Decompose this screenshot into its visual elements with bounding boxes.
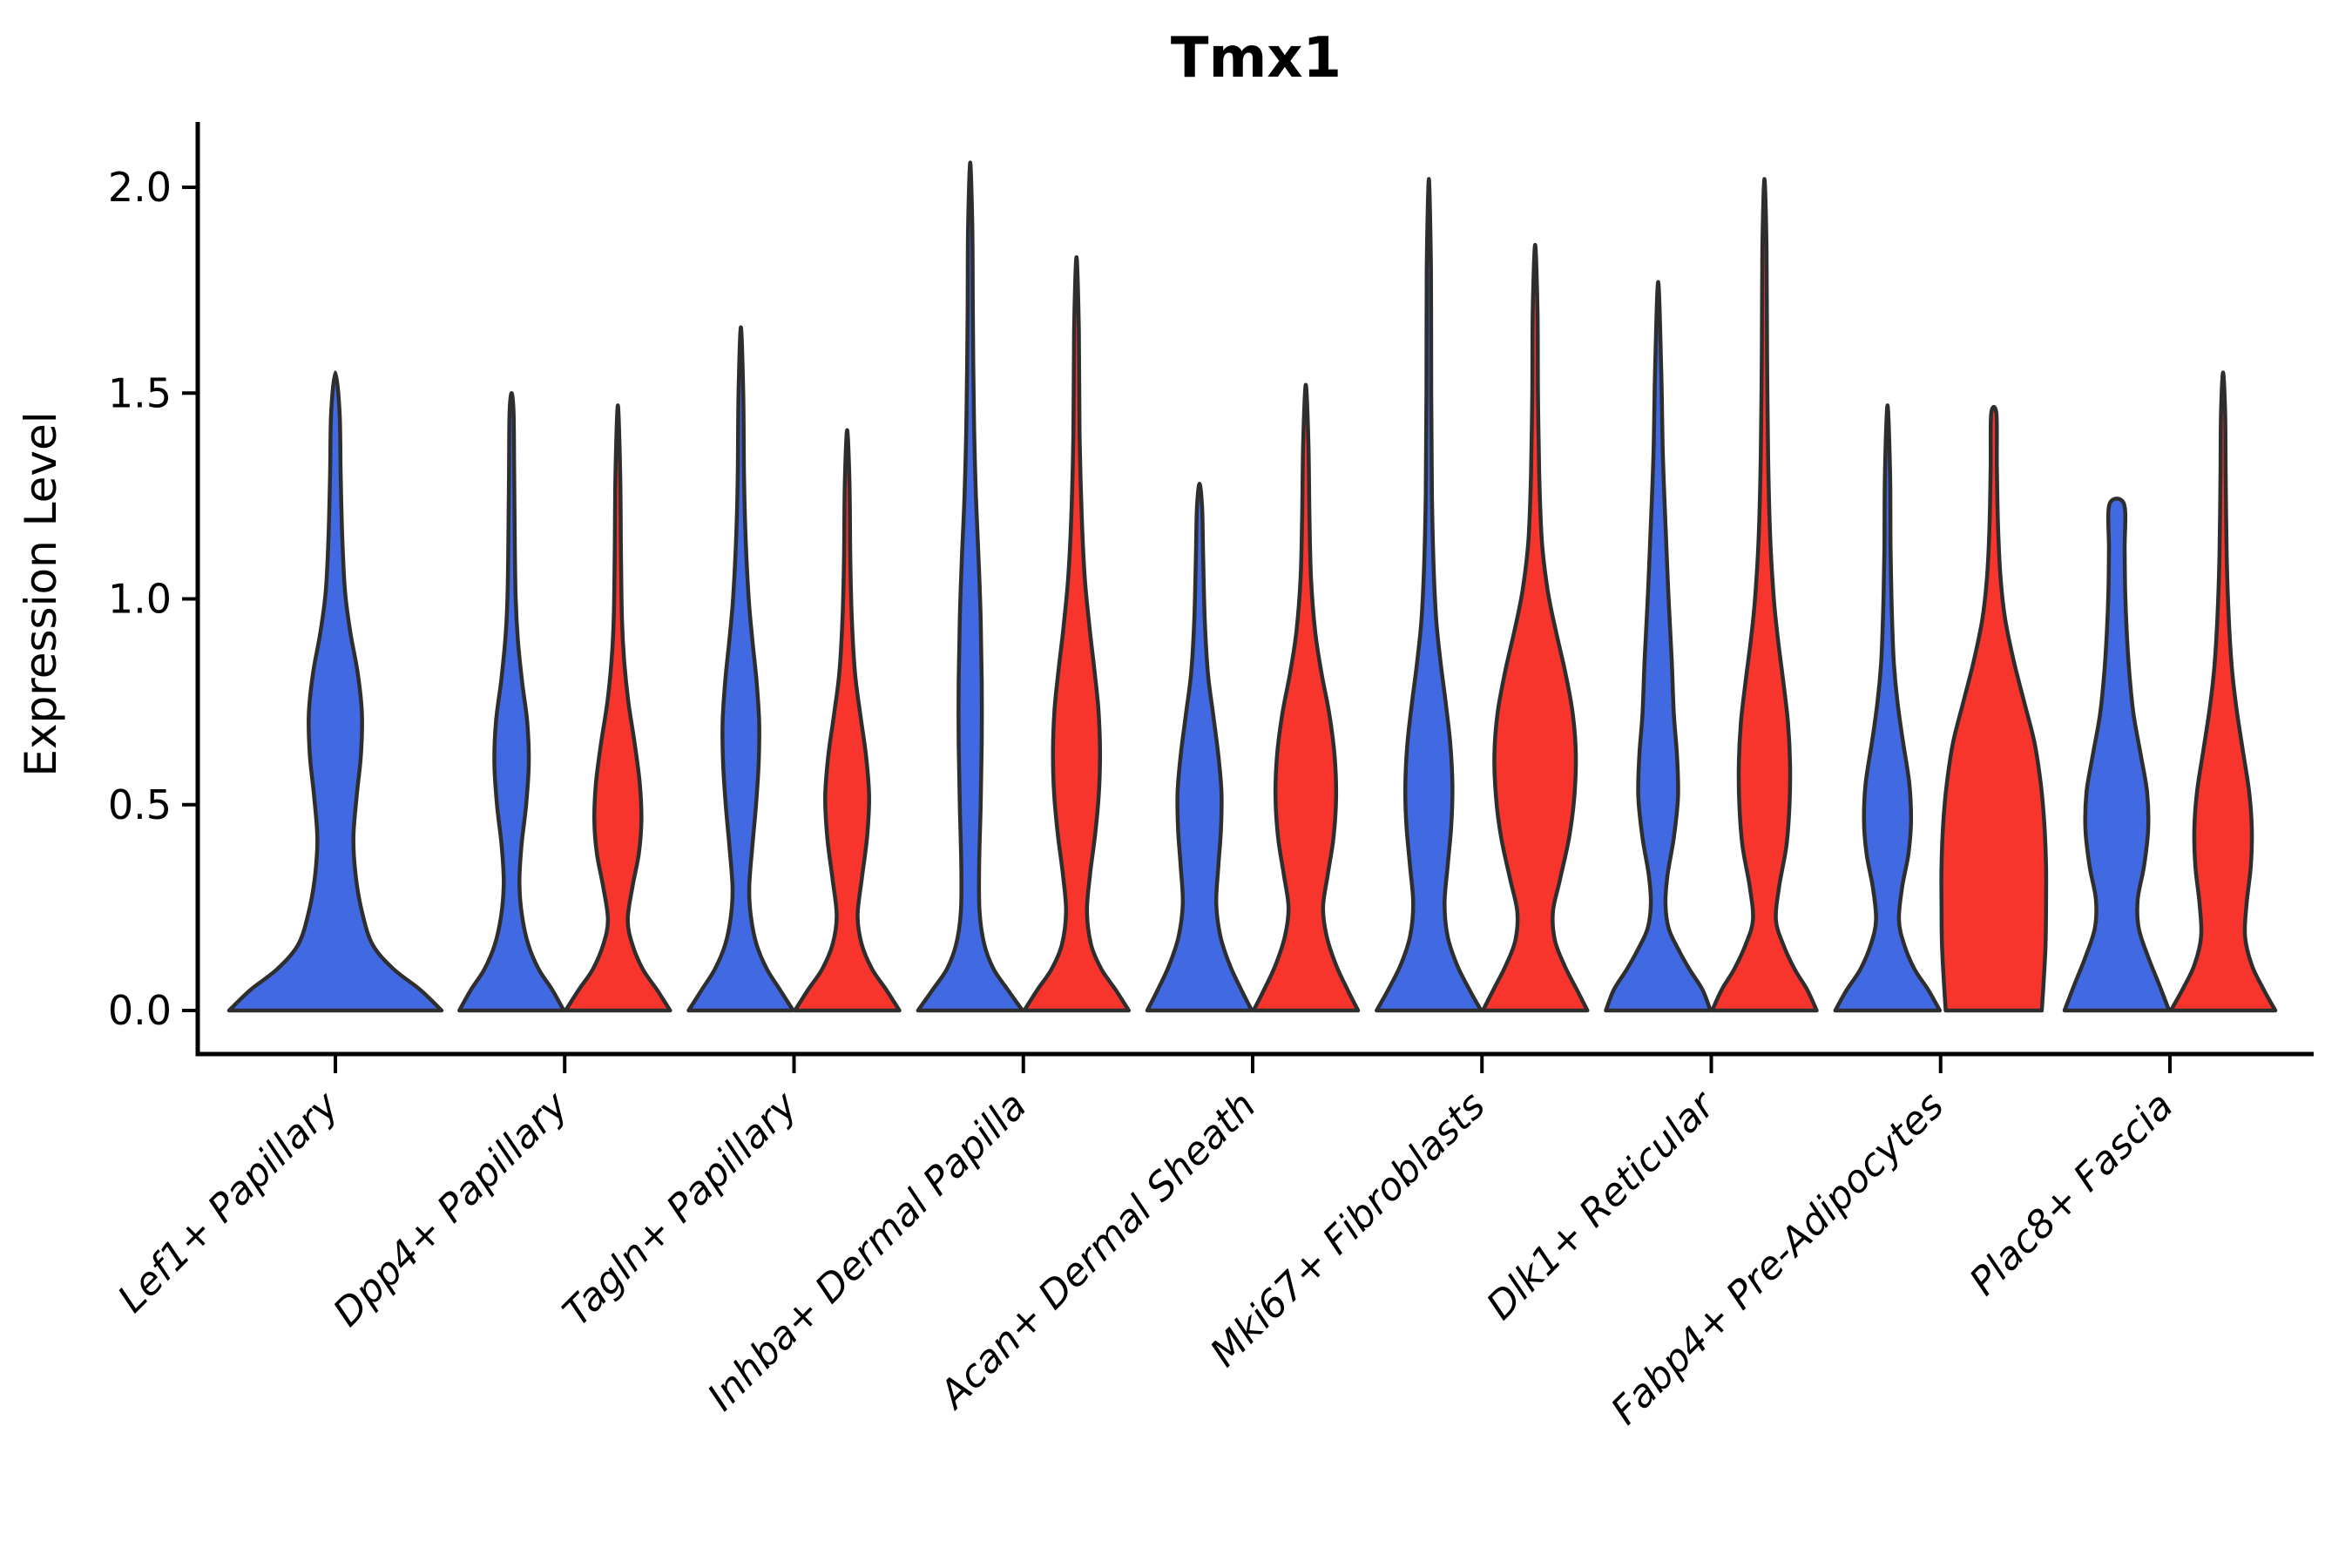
- violin-red-dpp4-papillary: [564, 403, 672, 1013]
- x-tick-label: Dlk1+ Reticular: [1478, 1082, 1725, 1328]
- violin-red-fabp4-pre-adipocytes: [1939, 404, 2049, 1013]
- violin-blue-dpp4-papillary: [457, 391, 566, 1013]
- violin-blue-inhba-dermal-papilla: [916, 160, 1025, 1013]
- x-tick-label: Plac8+ Fascia: [1961, 1084, 2181, 1304]
- x-tick-label: Dpp4+ Papillary: [325, 1083, 578, 1335]
- violin-blue-fabp4-pre-adipocytes: [1833, 403, 1943, 1013]
- violin-blue-lef1-papillary: [226, 370, 444, 1013]
- violin-blue-plac8-fascia: [2062, 497, 2172, 1013]
- violin-blue-acan-dermal-sheath: [1145, 481, 1254, 1013]
- x-tick-label: Lef1+ Papillary: [110, 1083, 348, 1321]
- violin-red-mki67-fibroblasts: [1481, 242, 1590, 1013]
- violin-group: [226, 160, 2278, 1013]
- y-tick-label: 1.5: [108, 369, 172, 416]
- violin-blue-dlk1-reticular: [1604, 280, 1713, 1013]
- y-tick-label: 1.0: [108, 576, 172, 623]
- y-tick-label: 0.5: [108, 781, 172, 828]
- violin-blue-tagln-papillary: [686, 325, 795, 1013]
- violin-red-acan-dermal-sheath: [1251, 382, 1361, 1013]
- y-tick-label: 0.0: [108, 987, 172, 1034]
- y-axis-ticks: 0.0 0.5 1.0 1.5 2.0: [108, 164, 198, 1034]
- y-axis-label: Expression Level: [16, 411, 66, 776]
- violin-red-tagln-papillary: [793, 428, 902, 1013]
- violin-red-plac8-fascia: [2168, 370, 2278, 1013]
- y-tick-label: 2.0: [108, 164, 172, 211]
- axes: [195, 122, 2314, 1057]
- violin-red-dlk1-reticular: [1710, 177, 1819, 1013]
- violin-blue-mki67-fibroblasts: [1375, 177, 1484, 1013]
- violin-red-inhba-dermal-papilla: [1022, 255, 1132, 1013]
- chart-title: Tmx1: [1171, 26, 1342, 91]
- x-tick-label: Tagln+ Papillary: [555, 1083, 807, 1335]
